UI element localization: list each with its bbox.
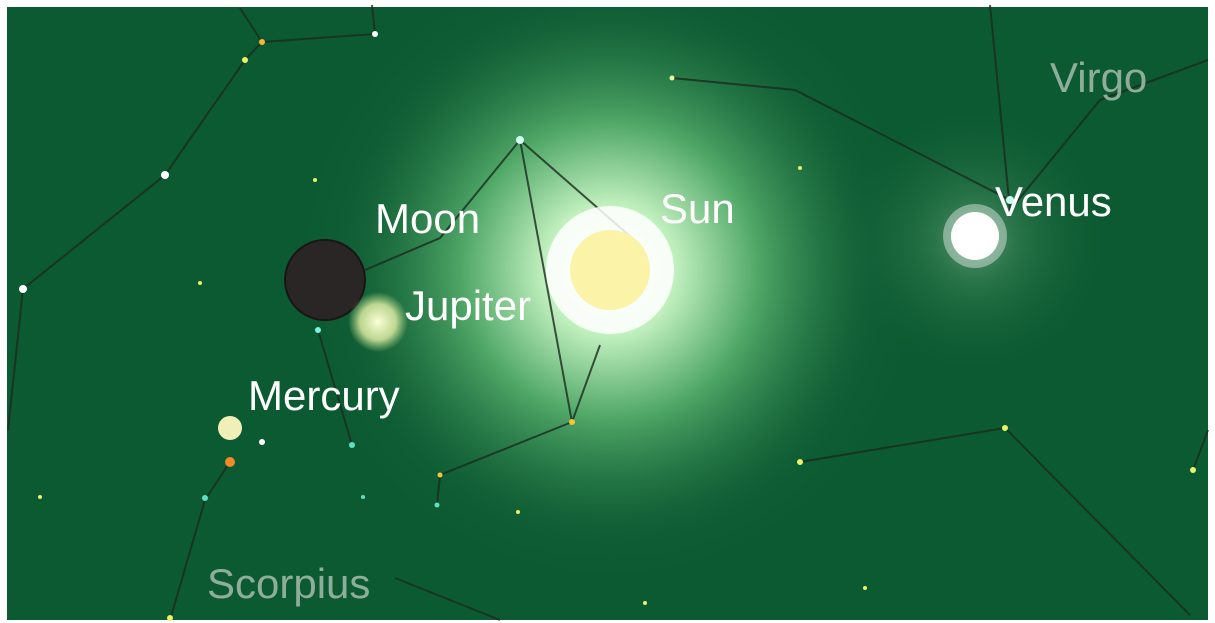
constellation-label: Virgo <box>1050 54 1147 101</box>
planet-label: Moon <box>375 195 480 242</box>
jupiter <box>348 292 408 352</box>
constellation-label: Scorpius <box>207 560 370 607</box>
planet-label: Sun <box>660 185 735 232</box>
sky-map: Virgo Scorpius Moon Sun Jupiter Mercury … <box>0 0 1215 623</box>
planet-label: Mercury <box>248 372 400 419</box>
sun <box>570 230 650 310</box>
planet-label: Jupiter <box>405 282 531 329</box>
mercury <box>218 416 242 440</box>
planet-label: Venus <box>995 178 1112 225</box>
venus <box>951 212 999 260</box>
